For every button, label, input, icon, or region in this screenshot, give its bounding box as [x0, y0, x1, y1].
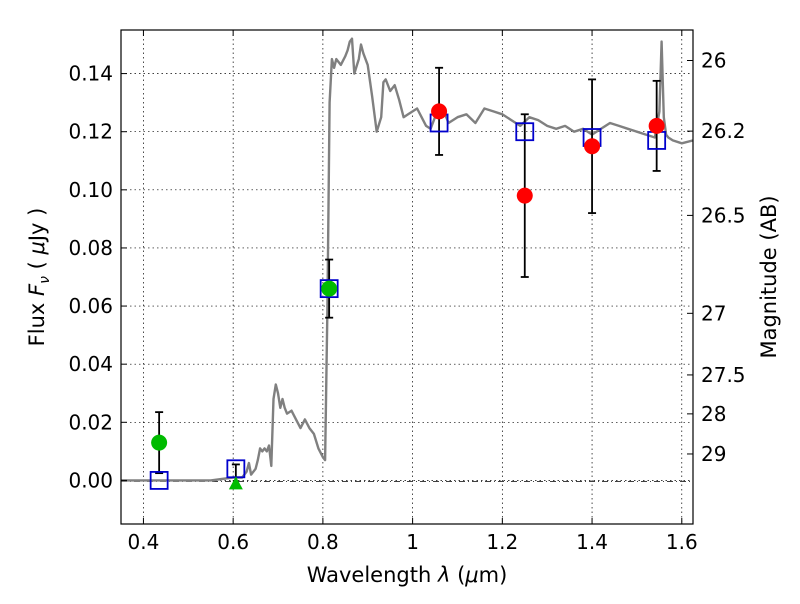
x-tick-label: 0.8	[307, 530, 339, 554]
marker-layer	[149, 103, 667, 490]
photometry-triangle-marker	[228, 476, 243, 490]
photometry-circle-marker	[648, 117, 665, 134]
y-tick-label: 0.06	[68, 294, 113, 318]
mag-tick-label: 26	[701, 49, 726, 73]
x-tick-label: 1	[406, 530, 419, 554]
x-tick-label: 0.6	[217, 530, 249, 554]
model-spectrum-layer	[121, 37, 693, 482]
axis-ticks: 0.4 0.6 0.8 1 1.2 1.4 1.6 0.00 0.02 0.04 0.06 0.08 0…	[68, 30, 746, 554]
photometry-circle-marker	[151, 434, 168, 451]
photometry-circle-marker	[321, 280, 338, 297]
x-tick-label: 1.6	[666, 530, 698, 554]
mag-tick-label: 27	[701, 301, 726, 325]
model-spectrum-line	[121, 37, 693, 482]
mag-tick-label: 27.5	[701, 363, 746, 387]
y-axis-label: Flux Fν ( μJy )	[25, 208, 53, 347]
mag-tick-label: 28	[701, 402, 726, 426]
photometry-circle-marker	[516, 187, 533, 204]
y-tick-label: 0.00	[68, 468, 113, 492]
y-tick-label: 0.02	[68, 410, 113, 434]
x-tick-label: 0.4	[128, 530, 160, 554]
y-tick-label: 0.10	[68, 178, 113, 202]
y-tick-label: 0.14	[68, 62, 113, 86]
photometry-square-marker	[319, 279, 339, 299]
y2-axis-label: Magnitude (AB)	[757, 195, 781, 358]
y-tick-label: 0.04	[68, 352, 113, 376]
x-tick-label: 1.2	[486, 530, 518, 554]
photometry-circle-marker	[431, 103, 448, 120]
x-axis-label: Wavelength λ (μm)	[307, 563, 508, 587]
mag-tick-label: 26.5	[701, 203, 746, 227]
mag-tick-label: 26.2	[701, 119, 746, 143]
photometry-circle-marker	[584, 138, 601, 155]
photometry-square-marker	[149, 471, 169, 490]
plot-frame	[120, 29, 694, 525]
mag-tick-label: 29	[701, 442, 726, 466]
y-tick-label: 0.08	[68, 236, 113, 260]
x-tick-label: 1.4	[576, 530, 608, 554]
y-tick-label: 0.12	[68, 120, 113, 144]
photometry-square-marker	[515, 122, 535, 142]
